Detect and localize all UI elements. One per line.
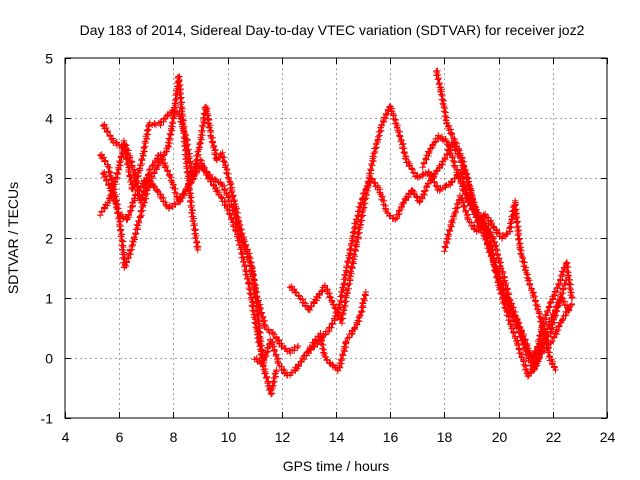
series-track-c bbox=[99, 103, 302, 357]
series-track-j bbox=[441, 192, 559, 374]
y-tick-label: 4 bbox=[45, 111, 53, 127]
x-tick-label: 16 bbox=[383, 429, 399, 445]
data-point-markers bbox=[441, 192, 559, 374]
y-tick-labels: -1 0 1 2 3 4 5 bbox=[41, 51, 54, 427]
x-tick-label: 12 bbox=[275, 429, 291, 445]
y-tick-label: 3 bbox=[45, 171, 53, 187]
y-tick-label: -1 bbox=[41, 411, 54, 427]
x-tick-label: 22 bbox=[546, 429, 562, 445]
y-tick-label: 5 bbox=[45, 51, 53, 67]
x-tick-label: 24 bbox=[600, 429, 616, 445]
x-tick-label: 8 bbox=[170, 429, 178, 445]
y-tick-label: 0 bbox=[45, 351, 53, 367]
data-markers bbox=[97, 67, 576, 398]
series-track-d bbox=[99, 156, 267, 362]
x-tick-label: 18 bbox=[437, 429, 453, 445]
y-tick-label: 2 bbox=[45, 231, 53, 247]
y-axis-title: SDTVAR / TECUs bbox=[5, 182, 21, 294]
x-axis-title: GPS time / hours bbox=[283, 458, 390, 474]
y-tick-label: 1 bbox=[45, 291, 53, 307]
x-tick-label: 10 bbox=[221, 429, 237, 445]
data-point-markers bbox=[99, 103, 302, 357]
plot-frame bbox=[64, 57, 608, 419]
chart-title: Day 183 of 2014, Sidereal Day-to-day VTE… bbox=[80, 22, 585, 38]
data-point-markers bbox=[99, 156, 267, 362]
x-tick-label: 4 bbox=[62, 429, 70, 445]
grid-lines bbox=[65, 58, 607, 418]
x-tick-label: 14 bbox=[329, 429, 345, 445]
x-tick-label: 6 bbox=[116, 429, 124, 445]
x-tick-label: 20 bbox=[492, 429, 508, 445]
x-tick-labels: 4 6 8 10 12 14 16 18 20 22 24 bbox=[62, 429, 616, 445]
